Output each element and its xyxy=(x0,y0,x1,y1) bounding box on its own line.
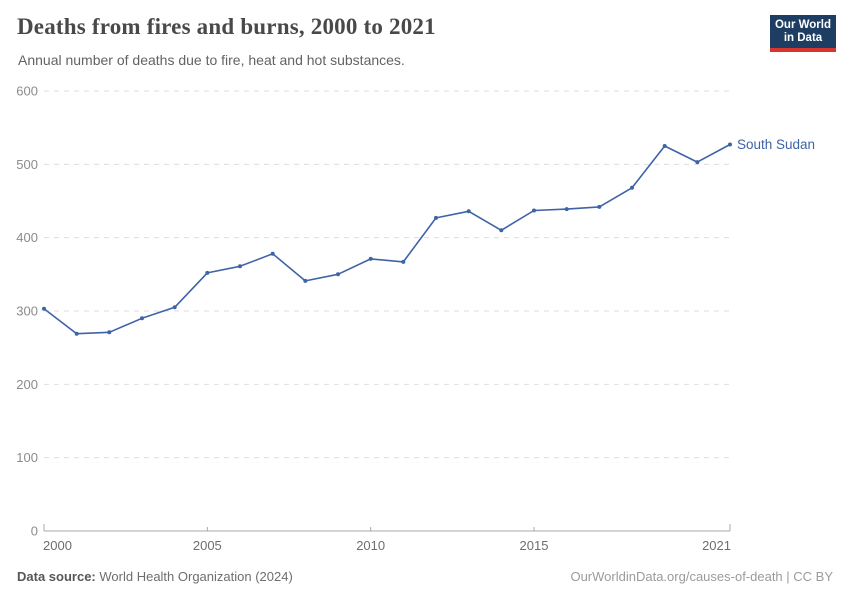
data-point-marker xyxy=(303,278,308,283)
data-point-marker xyxy=(597,204,602,209)
x-axis-tick-label: 2015 xyxy=(520,538,549,553)
data-point-marker xyxy=(564,207,569,212)
data-point-marker xyxy=(662,144,667,148)
x-axis-tick-label: 2010 xyxy=(356,538,385,553)
owid-logo-line1: Our World xyxy=(774,19,831,31)
y-axis-tick-label: 300 xyxy=(16,304,38,319)
y-axis-tick-label: 600 xyxy=(16,84,38,99)
owid-logo-line2: in Data xyxy=(783,32,823,44)
data-point-marker xyxy=(728,142,732,147)
data-point-marker xyxy=(140,316,144,321)
data-line xyxy=(43,143,731,335)
data-point-marker xyxy=(270,251,275,256)
data-point-marker xyxy=(42,306,46,311)
x-axis-tick-label: 2005 xyxy=(193,538,222,553)
series-end-label: South Sudan xyxy=(737,137,815,152)
y-axis-tick-label: 100 xyxy=(16,450,38,465)
data-source-label: Data source: xyxy=(17,569,96,584)
data-point-marker xyxy=(499,228,504,233)
data-point-marker xyxy=(74,331,79,336)
x-axis-tick-label: 2021 xyxy=(702,538,731,553)
x-axis-tick-label: 2000 xyxy=(43,538,72,553)
y-axis-tick-label: 200 xyxy=(16,377,38,392)
data-point-marker xyxy=(238,264,242,269)
data-point-marker xyxy=(434,215,438,220)
data-point-marker xyxy=(532,208,536,213)
y-axis-tick-label: 500 xyxy=(16,157,38,172)
license-link[interactable]: OurWorldinData.org/causes-of-death | CC … xyxy=(570,569,833,584)
data-point-marker xyxy=(107,330,112,335)
data-source-value: World Health Organization (2024) xyxy=(99,569,293,584)
data-point-marker xyxy=(695,160,700,165)
chart-subtitle: Annual number of deaths due to fire, hea… xyxy=(18,52,405,68)
y-axis-tick-label: 0 xyxy=(31,524,38,539)
data-point-marker xyxy=(172,305,177,310)
data-point-marker xyxy=(368,256,373,261)
data-point-marker xyxy=(336,272,340,277)
chart-title: Deaths from fires and burns, 2000 to 202… xyxy=(17,14,436,39)
y-axis-tick-label: 400 xyxy=(16,230,38,245)
owid-logo: Our World in Data xyxy=(770,15,836,52)
data-point-marker xyxy=(205,270,210,275)
data-point-marker xyxy=(466,209,471,214)
data-point-marker xyxy=(401,259,406,264)
data-point-marker xyxy=(630,185,634,190)
data-source-note: Data source: World Health Organization (… xyxy=(17,569,293,584)
